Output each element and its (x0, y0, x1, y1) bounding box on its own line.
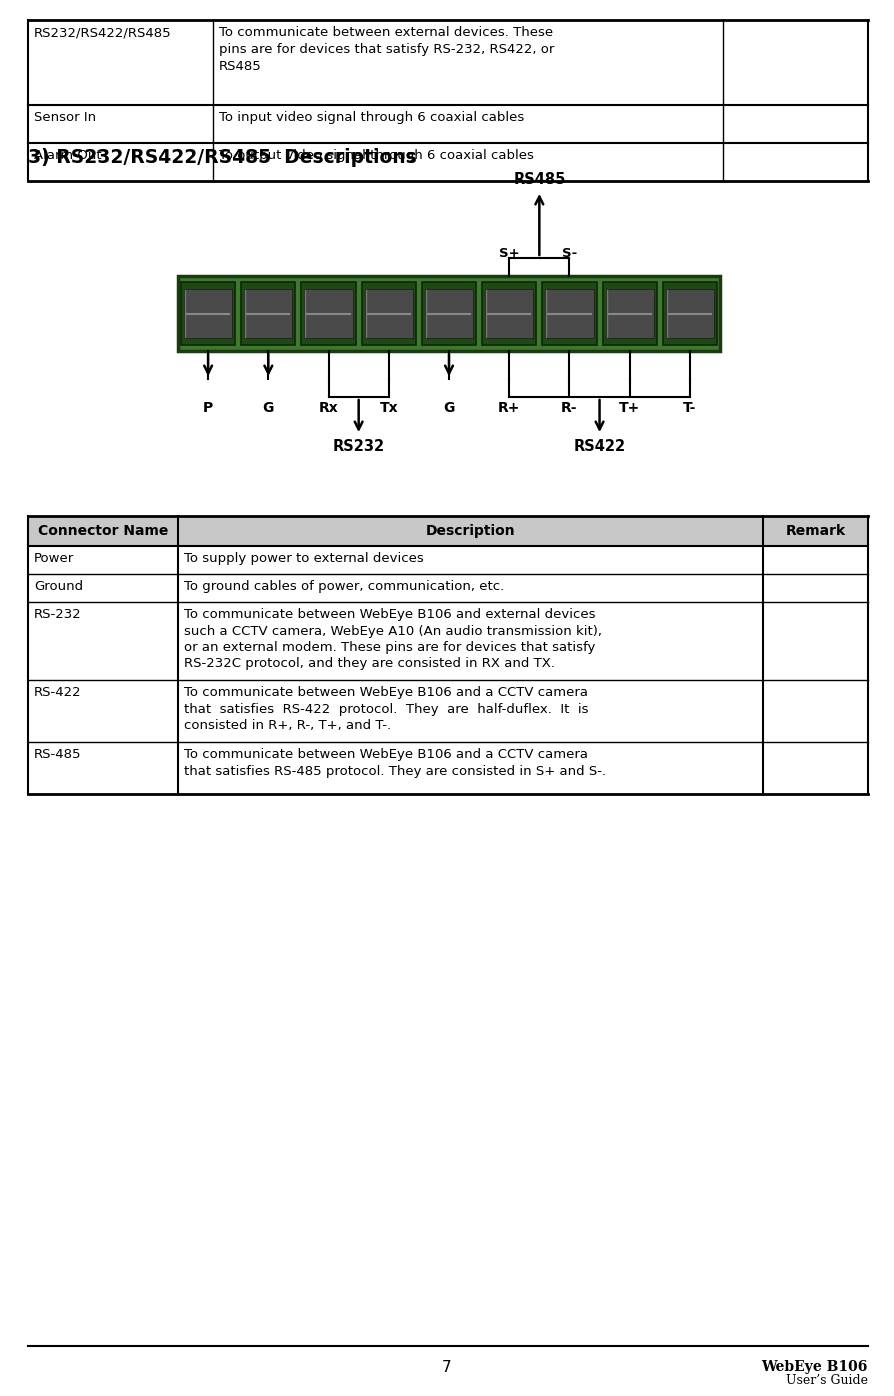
Bar (662, 282, 716, 345)
Bar (542, 282, 596, 345)
Bar (425, 289, 473, 338)
Bar (241, 282, 295, 345)
Text: G: G (443, 401, 454, 415)
Bar (28, 517, 867, 546)
Text: RS232: RS232 (333, 438, 384, 454)
Bar (605, 289, 653, 338)
Text: WebEye B106: WebEye B106 (761, 1360, 867, 1374)
Text: RS-232: RS-232 (34, 609, 81, 621)
Text: To output video signal through 6 coaxial cables: To output video signal through 6 coaxial… (219, 149, 534, 162)
Text: User’s Guide: User’s Guide (781, 1374, 867, 1388)
Bar (602, 282, 656, 345)
Text: Rx: Rx (318, 401, 338, 415)
Text: RS485: RS485 (512, 172, 565, 187)
Text: consisted in R+, R-, T+, and T-.: consisted in R+, R-, T+, and T-. (184, 719, 391, 732)
Text: RS422: RS422 (573, 438, 625, 454)
Text: pins are for devices that satisfy RS-232, RS422, or: pins are for devices that satisfy RS-232… (219, 43, 553, 56)
Text: Description: Description (426, 524, 515, 537)
Bar (364, 289, 412, 338)
Bar (485, 289, 533, 338)
Bar (184, 289, 232, 338)
Bar (482, 282, 536, 345)
Text: RS485: RS485 (219, 60, 261, 73)
Text: To ground cables of power, communication, etc.: To ground cables of power, communication… (184, 579, 503, 593)
Text: To supply power to external devices: To supply power to external devices (184, 551, 423, 565)
Bar (178, 276, 719, 350)
Text: Power: Power (34, 551, 74, 565)
Bar (544, 289, 593, 338)
Bar (301, 282, 355, 345)
Text: RS-422: RS-422 (34, 685, 81, 699)
Text: R-: R- (561, 401, 577, 415)
Text: Connector Name: Connector Name (38, 524, 168, 537)
Text: 7: 7 (442, 1360, 451, 1375)
Text: that satisfies RS-485 protocol. They are consisted in S+ and S-.: that satisfies RS-485 protocol. They are… (184, 765, 605, 778)
Text: Remark: Remark (785, 524, 845, 537)
Text: such a CCTV camera, WebEye A10 (An audio transmission kit),: such a CCTV camera, WebEye A10 (An audio… (184, 624, 602, 638)
Text: G: G (262, 401, 274, 415)
Text: 3) RS232/RS422/RS485  Descriptions: 3) RS232/RS422/RS485 Descriptions (28, 148, 417, 168)
Text: T-: T- (682, 401, 696, 415)
Text: T+: T+ (619, 401, 639, 415)
Text: R+: R+ (497, 401, 519, 415)
Bar (665, 289, 713, 338)
Text: P: P (203, 401, 213, 415)
Text: or an external modem. These pins are for devices that satisfy: or an external modem. These pins are for… (184, 641, 595, 653)
Text: To communicate between WebEye B106 and a CCTV camera: To communicate between WebEye B106 and a… (184, 748, 587, 761)
Bar (304, 289, 352, 338)
Text: S+: S+ (498, 247, 519, 260)
Text: RS232/RS422/RS485: RS232/RS422/RS485 (34, 27, 172, 39)
Text: RS-232C protocol, and they are consisted in RX and TX.: RS-232C protocol, and they are consisted… (184, 658, 554, 670)
Text: To communicate between WebEye B106 and external devices: To communicate between WebEye B106 and e… (184, 609, 595, 621)
Bar (421, 282, 476, 345)
Text: Ground: Ground (34, 579, 83, 593)
Bar (244, 289, 292, 338)
Text: Alarm Out: Alarm Out (34, 149, 102, 162)
Bar (361, 282, 416, 345)
Text: S-: S- (561, 247, 577, 260)
Text: To communicate between external devices. These: To communicate between external devices.… (219, 27, 552, 39)
Text: Sensor In: Sensor In (34, 112, 96, 124)
Text: Tx: Tx (379, 401, 398, 415)
Text: RS-485: RS-485 (34, 748, 81, 761)
Text: that  satisfies  RS-422  protocol.  They  are  half-duflex.  It  is: that satisfies RS-422 protocol. They are… (184, 702, 588, 716)
Text: To input video signal through 6 coaxial cables: To input video signal through 6 coaxial … (219, 112, 524, 124)
Bar (181, 282, 235, 345)
Text: To communicate between WebEye B106 and a CCTV camera: To communicate between WebEye B106 and a… (184, 685, 587, 699)
